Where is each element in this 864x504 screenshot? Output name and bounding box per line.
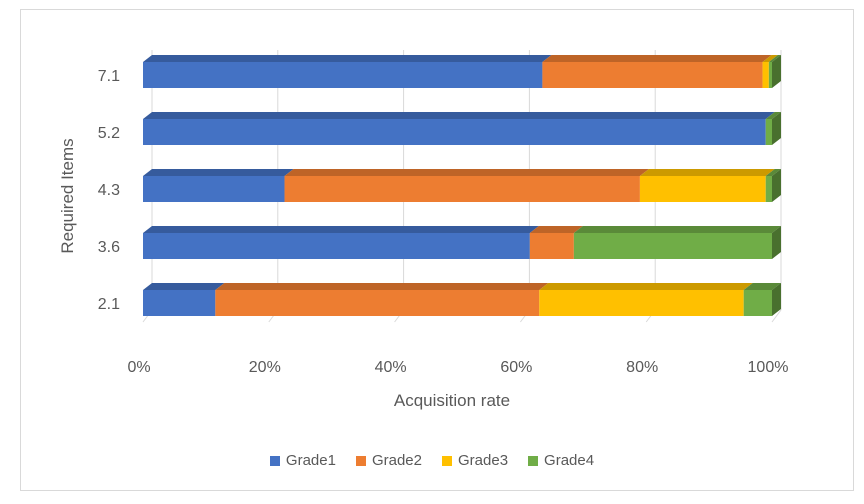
bar-top-face: [765, 112, 781, 119]
y-tick-label: 4.3: [98, 182, 120, 199]
y-axis-label: Required Items: [58, 138, 77, 253]
bar-segment: [768, 62, 772, 88]
bar-top-face: [284, 169, 649, 176]
bar-segment: [762, 62, 769, 88]
bar-segment: [143, 176, 285, 202]
y-tick-label: 5.2: [98, 125, 120, 142]
bar-top-face: [215, 283, 549, 290]
bar-top-face: [762, 55, 778, 62]
bar-top-face: [768, 55, 781, 62]
bar-segment: [539, 290, 744, 316]
bar-segment: [529, 233, 574, 259]
bar-segment: [573, 233, 772, 259]
x-axis-label: Acquisition rate: [394, 391, 510, 410]
bar-top-face: [143, 226, 539, 233]
x-tick-label: 100%: [748, 359, 789, 376]
x-tick-labels: 0% 20% 40% 60% 80% 100%: [127, 359, 788, 376]
bar-top-face: [143, 55, 552, 62]
legend-label: Grade4: [544, 452, 595, 469]
legend: Grade1 Grade2 Grade3 Grade4: [0, 452, 864, 469]
bar-side-face: [772, 226, 781, 259]
x-tick-label: 80%: [626, 359, 658, 376]
gridline-floor: [771, 309, 782, 323]
bar-segment: [284, 176, 640, 202]
bar-segment: [143, 119, 766, 145]
legend-label: Grade1: [285, 452, 336, 469]
bar-segment: [765, 119, 772, 145]
bar-series: [143, 55, 781, 316]
bar-segment: [143, 62, 543, 88]
bar-top-face: [639, 169, 775, 176]
legend-item: Grade1: [269, 452, 336, 469]
bar-segment: [743, 290, 772, 316]
legend-swatch: [528, 455, 539, 466]
y-tick-label: 3.6: [98, 239, 120, 256]
x-tick-label: 40%: [375, 359, 407, 376]
y-tick-labels: 2.1 3.6 4.3 5.2 7.1: [98, 68, 120, 313]
bar-side-face: [772, 169, 781, 202]
bar-top-face: [539, 283, 753, 290]
legend-swatch: [355, 455, 366, 466]
legend-item: Grade3: [442, 452, 508, 469]
bar-top-face: [143, 283, 225, 290]
bar-segment: [542, 62, 763, 88]
bar-side-face: [772, 55, 781, 88]
bar-top-face: [573, 226, 781, 233]
bar-side-face: [772, 112, 781, 145]
legend-swatch: [269, 455, 280, 466]
bar-top-face: [529, 226, 583, 233]
bar-top-face: [743, 283, 781, 290]
bar-segment: [143, 290, 216, 316]
legend-item: Grade4: [528, 452, 594, 469]
legend-swatch: [442, 455, 452, 466]
bar-side-face: [772, 283, 781, 316]
legend-label: Grade3: [458, 452, 509, 469]
y-tick-label: 2.1: [98, 296, 120, 313]
x-tick-label: 0%: [127, 359, 150, 376]
bar-top-face: [143, 169, 294, 176]
legend-item: Grade2: [355, 452, 422, 469]
x-tick-label: 20%: [249, 359, 281, 376]
legend-label: Grade2: [371, 452, 422, 469]
bar-segment: [765, 176, 772, 202]
x-tick-label: 60%: [500, 359, 532, 376]
bar-segment: [639, 176, 766, 202]
bar-top-face: [542, 55, 772, 62]
bar-top-face: [765, 169, 781, 176]
y-tick-label: 7.1: [98, 68, 120, 85]
bar-segment: [215, 290, 540, 316]
bar-top-face: [143, 112, 775, 119]
bar-segment: [143, 233, 530, 259]
